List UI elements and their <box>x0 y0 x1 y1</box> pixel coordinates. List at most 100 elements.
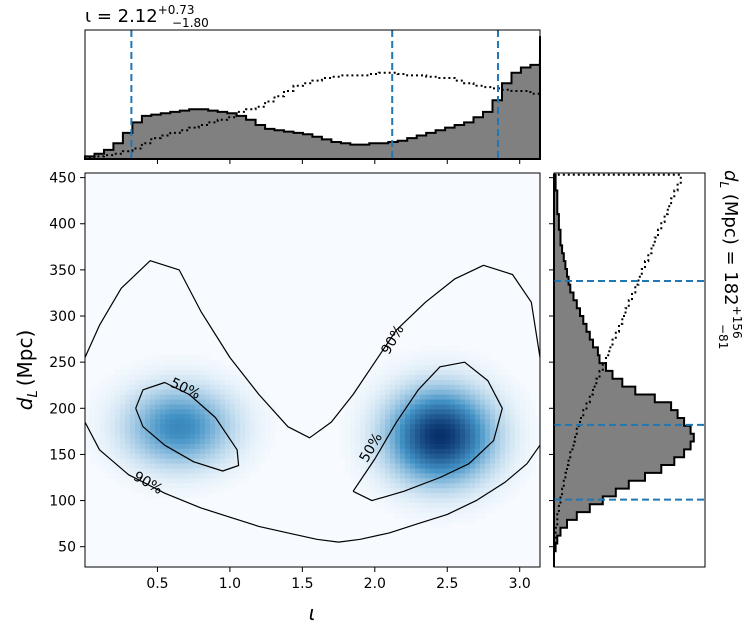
heat-cell <box>155 468 161 474</box>
heat-cell <box>440 493 446 499</box>
heat-cell <box>450 399 456 405</box>
heat-cell <box>350 478 356 484</box>
heat-cell <box>380 360 386 366</box>
y-axis-label: dL(Mpc) <box>13 330 41 411</box>
heat-cell <box>115 404 121 410</box>
heat-cell <box>460 488 466 494</box>
heat-cell <box>385 498 391 504</box>
heat-cell <box>90 399 96 405</box>
heat-cell <box>180 438 186 445</box>
right-posterior-steps <box>553 173 695 567</box>
heat-cell <box>480 404 486 410</box>
heat-cell <box>175 483 181 489</box>
heat-cell <box>215 473 221 479</box>
heat-cell <box>505 399 511 405</box>
heat-cell <box>125 424 131 430</box>
heat-cell <box>370 463 376 469</box>
heat-cell <box>460 404 466 410</box>
heat-cell <box>185 493 191 499</box>
heat-cell <box>515 429 521 435</box>
heat-cell <box>465 438 471 445</box>
heat-cell <box>105 443 111 450</box>
heat-cell <box>205 389 211 396</box>
heat-cell <box>350 389 356 396</box>
heat-cell <box>385 409 391 415</box>
right-prior-histogram <box>553 173 682 567</box>
heat-cell <box>465 374 471 381</box>
heat-cell <box>465 419 471 425</box>
heat-cell <box>505 498 511 504</box>
heat-cell <box>385 488 391 494</box>
heat-cell <box>130 424 136 430</box>
heat-cell <box>150 394 156 400</box>
heat-cell <box>210 473 216 479</box>
heat-cell <box>165 355 171 361</box>
heat-cell <box>190 483 196 489</box>
heat-cell <box>170 473 176 479</box>
heat-cell <box>145 438 151 445</box>
heat-cell <box>110 399 116 405</box>
heat-cell <box>140 458 146 464</box>
heat-cell <box>415 502 421 509</box>
heat-cell <box>500 379 506 386</box>
heat-cell <box>195 370 201 376</box>
heat-cell <box>210 424 216 430</box>
heat-cell <box>130 483 136 489</box>
heat-cell <box>350 468 356 474</box>
heat-cell <box>450 453 456 460</box>
heat-cell <box>235 438 241 445</box>
heat-cell <box>135 429 141 435</box>
heat-cell <box>150 478 156 484</box>
heat-cell <box>430 453 436 460</box>
heat-cell <box>430 370 436 376</box>
heat-cell <box>470 488 476 494</box>
heat-cell <box>370 468 376 474</box>
heat-cell <box>195 404 201 410</box>
heat-cell <box>110 394 116 400</box>
heat-cell <box>440 478 446 484</box>
heat-cell <box>400 483 406 489</box>
heat-cell <box>535 429 541 435</box>
heat-cell <box>175 374 181 381</box>
heat-cell <box>470 517 476 524</box>
heat-cell <box>115 429 121 435</box>
heat-cell <box>405 468 411 474</box>
heat-cell <box>170 419 176 425</box>
heat-cell <box>150 473 156 479</box>
heat-cell <box>520 448 526 455</box>
heat-cell <box>225 478 231 484</box>
heat-cell <box>250 404 256 410</box>
heat-cell <box>440 394 446 400</box>
heat-cell <box>105 374 111 381</box>
heat-cell <box>440 507 446 514</box>
heat-cell <box>385 365 391 371</box>
heat-cell <box>470 404 476 410</box>
heat-cell <box>215 409 221 415</box>
heat-cell <box>485 424 491 430</box>
heat-cell <box>220 424 226 430</box>
heat-cell <box>455 473 461 479</box>
heat-cell <box>505 493 511 499</box>
heat-cell <box>160 468 166 474</box>
heat-cell <box>360 394 366 400</box>
heat-cell <box>480 424 486 430</box>
heat-cell <box>155 419 161 425</box>
heat-cell <box>235 429 241 435</box>
heat-cell <box>225 399 231 405</box>
heat-cell <box>155 384 161 391</box>
heat-cell <box>125 384 131 391</box>
heat-cell <box>490 365 496 371</box>
heat-cell <box>510 404 516 410</box>
heat-cell <box>515 473 521 479</box>
heat-cell <box>400 502 406 509</box>
heat-cell <box>380 379 386 386</box>
heat-cell <box>185 478 191 484</box>
heat-cell <box>110 424 116 430</box>
heat-cell <box>455 360 461 366</box>
heat-cell <box>405 438 411 445</box>
heat-cell <box>510 453 516 460</box>
heat-cell <box>480 370 486 376</box>
heat-cell <box>195 468 201 474</box>
heat-cell <box>245 399 251 405</box>
heat-cell <box>245 394 251 400</box>
